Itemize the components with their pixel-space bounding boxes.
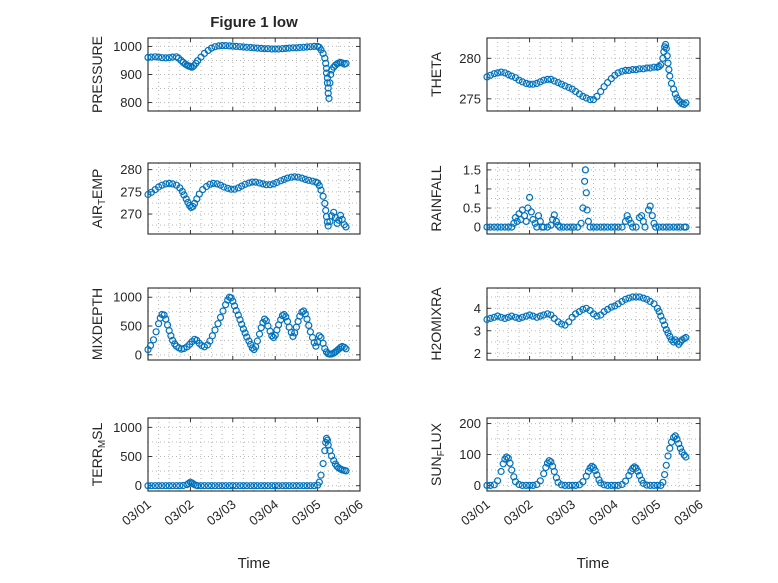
y-axis-label-sun-flux: SUNFLUX [428,422,447,486]
x-tick-label: 03/02 [161,497,196,529]
y-tick-label: 1000 [113,290,142,305]
grid [148,418,360,491]
subplot-rainfall: 0 0.5 1 1.5 RAINFALL [428,162,701,235]
y-tick-label: 0 [135,478,142,493]
subplot-mixdepth: 0 500 1000 MIXDEPTH [89,287,361,362]
x-tick-label: 03/03 [204,497,239,529]
y-tick-label: 1.5 [463,162,481,177]
y-tick-label: 1 [474,181,481,196]
x-tick-label: 03/04 [586,497,621,529]
y-tick-label: 2 [474,346,481,361]
y-tick-label: 0 [135,347,142,362]
figure-title: Figure 1 low [210,14,298,31]
scatter-points [144,293,350,358]
y-tick-label: 0 [474,478,481,493]
scatter-points [144,434,350,490]
tick-marks [147,418,361,491]
x-tick-label: 03/06 [671,497,706,529]
y-tick-label: 275 [120,184,142,199]
x-tick-label: 03/01 [458,497,493,529]
scatter-points [144,173,350,231]
y-tick-label: 0.5 [463,201,481,216]
y-axis-label-pressure: PRESSURE [89,36,105,113]
axes-box [486,287,701,361]
x-axis-label-right: Time [577,555,610,572]
y-tick-label: 200 [459,416,481,431]
y-axis-label-theta: THETA [428,51,444,97]
y-tick-label: 0 [474,220,481,235]
y-axis-label-terr-msl: TERRMSL [89,422,108,486]
y-tick-label: 280 [120,162,142,177]
scatter-points [144,41,350,103]
tick-marks [147,288,361,360]
x-tick-label: 03/01 [119,497,154,529]
tick-marks [486,38,701,111]
x-tick-label: 03/03 [543,497,578,529]
grid [487,418,700,491]
y-tick-label: 500 [120,449,142,464]
axes-box [147,162,361,235]
grid [487,288,700,360]
subplot-pressure: 800 900 1000 PRESSURE [89,36,361,113]
subplot-h2omixra: 2 3 4 H2OMIXRA [428,287,701,361]
x-tick-label: 03/05 [628,497,663,529]
y-axis-label-rainfall: RAINFALL [428,165,444,231]
x-tick-label: 03/04 [246,497,281,529]
scatter-points [483,432,690,489]
y-axis-label-air-temp: AIRTEMP [89,169,108,229]
x-axis-label-left: Time [238,555,271,572]
scatter-points [483,166,690,231]
y-tick-label: 275 [459,91,481,106]
y-tick-label: 3 [474,323,481,338]
y-tick-label: 100 [459,447,481,462]
x-tick-label: 03/02 [501,497,536,529]
scatter-points [483,293,690,348]
y-tick-label: 800 [120,95,142,110]
y-tick-label: 900 [120,67,142,82]
subplot-theta: 275 280 THETA [428,37,701,112]
y-tick-label: 500 [120,319,142,334]
y-axis-label-mixdepth: MIXDEPTH [89,288,105,360]
subplot-terr-msl: 0 500 1000 TERRMSL 03/01 03/02 03/03 03/04 03/05… [89,417,366,529]
y-tick-label: 280 [459,51,481,66]
y-axis-label-h2omixra: H2OMIXRA [428,287,444,361]
x-tick-label: 03/06 [331,497,366,529]
tick-marks [486,288,701,360]
tick-marks [147,163,361,234]
axes-box [147,287,361,361]
x-tick-label: 03/05 [289,497,324,529]
y-tick-label: 270 [120,207,142,222]
y-tick-label: 4 [474,301,481,316]
axes-box [486,162,701,235]
y-tick-label: 1000 [113,39,142,54]
tick-marks [147,38,361,111]
axes-box [147,417,361,492]
subplot-air-temp: 270 275 280 AIRTEMP [89,162,361,235]
scatter-points [483,40,690,109]
subplot-sun-flux: 0 100 200 SUNFLUX 03/01 03/02 03/03 03/04 03/05 0… [428,416,706,528]
tick-marks [486,418,701,491]
y-tick-label: 1000 [113,420,142,435]
